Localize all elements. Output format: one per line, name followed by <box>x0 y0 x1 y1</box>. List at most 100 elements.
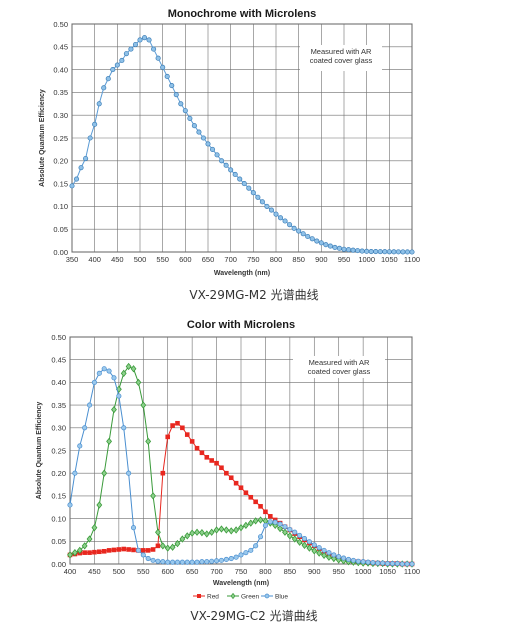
x-tick-label: 1050 <box>379 567 396 576</box>
data-point <box>360 559 366 565</box>
y-tick-label: 0.25 <box>51 446 66 455</box>
data-point <box>355 558 361 564</box>
data-point <box>96 370 102 376</box>
y-tick-label: 0.20 <box>51 469 66 478</box>
data-point <box>243 550 249 556</box>
data-point <box>224 470 229 476</box>
data-point <box>170 423 175 428</box>
x-tick-label: 850 <box>284 567 297 576</box>
data-point <box>169 543 176 551</box>
data-point <box>370 560 376 566</box>
data-point <box>385 560 391 567</box>
data-point <box>73 176 80 182</box>
data-point <box>233 526 240 534</box>
data-point <box>341 246 347 252</box>
data-point <box>296 538 303 546</box>
data-point <box>126 547 131 552</box>
data-point <box>165 559 171 565</box>
data-point <box>101 548 107 554</box>
data-point <box>173 92 179 98</box>
data-point <box>316 545 322 551</box>
data-point <box>409 561 415 567</box>
data-point <box>355 248 361 254</box>
data-point <box>228 556 234 562</box>
series-blue <box>67 366 415 567</box>
y-tick-label: 0.40 <box>51 378 66 387</box>
y-tick-label: 0.15 <box>53 179 68 188</box>
data-point <box>228 527 235 535</box>
y-tick-label: 0.35 <box>53 88 68 97</box>
data-point <box>259 199 265 205</box>
data-point <box>391 249 397 255</box>
data-point <box>382 249 388 255</box>
data-point <box>169 83 175 89</box>
data-point <box>184 532 191 540</box>
data-point <box>364 248 370 254</box>
data-point <box>404 249 411 255</box>
data-point <box>255 194 261 200</box>
x-tick-label: 750 <box>235 567 248 576</box>
figure-caption: VX-29MG-M2 光谱曲线 <box>189 288 318 302</box>
data-point <box>286 532 293 540</box>
x-tick-label: 600 <box>179 255 192 264</box>
data-point <box>184 432 190 437</box>
data-point <box>377 249 383 255</box>
y-tick-label: 0.05 <box>53 225 68 234</box>
data-point <box>137 37 143 43</box>
y-tick-label: 0.25 <box>53 134 68 143</box>
data-point <box>120 369 127 377</box>
data-point <box>150 492 156 500</box>
data-point <box>145 437 152 446</box>
data-point <box>380 560 386 566</box>
y-tick-label: 0.40 <box>53 65 68 74</box>
data-point <box>180 425 185 431</box>
data-point <box>389 560 396 567</box>
data-point <box>140 548 146 553</box>
data-point <box>273 211 279 217</box>
x-tick-label: 850 <box>292 255 305 264</box>
y-tick-label: 0.00 <box>51 560 66 569</box>
data-point <box>373 248 379 255</box>
data-point <box>175 420 180 426</box>
data-point <box>213 526 220 534</box>
figure-caption: VX-29MG-C2 光谱曲线 <box>190 609 317 623</box>
data-point <box>311 542 317 548</box>
x-tick-label: 550 <box>156 255 169 264</box>
x-axis-label: Wavelength (nm) <box>214 270 270 277</box>
data-point <box>268 207 275 213</box>
data-point <box>248 494 254 500</box>
data-point <box>208 528 215 536</box>
y-tick-label: 0.30 <box>51 424 66 433</box>
data-point <box>77 443 83 449</box>
data-point <box>69 183 75 189</box>
data-point <box>268 514 273 519</box>
data-point <box>194 528 200 536</box>
data-point <box>248 547 254 553</box>
data-point <box>214 558 220 564</box>
data-point <box>135 378 142 387</box>
data-point <box>78 165 84 171</box>
x-tick-label: 400 <box>88 255 101 264</box>
data-point <box>114 62 120 68</box>
data-point <box>106 548 112 553</box>
annotation-text: Measured with AR <box>309 358 370 367</box>
data-point <box>91 379 97 385</box>
data-point <box>386 249 392 255</box>
x-axis-label: Wavelength (nm) <box>213 580 269 587</box>
data-point <box>145 556 151 562</box>
data-point <box>241 181 247 187</box>
data-point <box>291 225 297 231</box>
data-point <box>105 76 111 82</box>
data-point <box>123 51 129 57</box>
data-point <box>336 554 342 560</box>
data-point <box>155 528 161 536</box>
data-point <box>189 529 196 537</box>
data-point <box>218 525 225 533</box>
x-tick-label: 700 <box>210 567 223 576</box>
data-point <box>83 155 89 162</box>
data-point <box>81 542 88 550</box>
legend-label-red: Red <box>207 593 219 600</box>
data-point <box>282 218 288 224</box>
data-point <box>223 162 229 168</box>
data-point <box>341 555 347 561</box>
